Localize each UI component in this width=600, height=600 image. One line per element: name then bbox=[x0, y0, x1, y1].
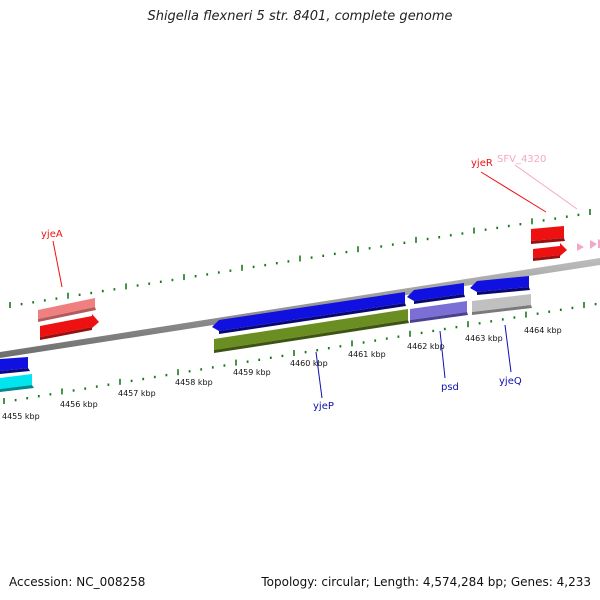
gene-yjeQ-cds[interactable] bbox=[470, 276, 530, 295]
kbp-label: 4463 kbp bbox=[465, 334, 503, 343]
gene-yjeA-label-group[interactable]: yjeA bbox=[41, 229, 63, 288]
gene-yjeQ-label-group[interactable]: yjeQ bbox=[499, 324, 522, 387]
kbp-label: 4458 kbp bbox=[175, 378, 213, 387]
gene-label-SFV_4320[interactable]: SFV_4320 bbox=[497, 154, 546, 165]
gene-label-yjeP[interactable]: yjeP bbox=[313, 401, 334, 412]
kbp-label: 4462 kbp bbox=[407, 342, 445, 351]
psd-leader-line bbox=[439, 330, 446, 379]
gene-yjeQ-feature[interactable] bbox=[472, 294, 532, 315]
kbp-label: 4461 kbp bbox=[348, 350, 386, 359]
kbp-label: 4457 kbp bbox=[118, 389, 156, 398]
gene-label-yjeR[interactable]: yjeR bbox=[471, 158, 493, 169]
kbp-label: 4455 kbp bbox=[2, 412, 40, 421]
upper-strand-ticks bbox=[9, 209, 591, 308]
yjeP-leader-line bbox=[315, 351, 323, 399]
gene-SFV_4320-label-group[interactable]: SFV_4320 bbox=[497, 154, 578, 210]
gene-psd-label-group[interactable]: psd bbox=[439, 330, 459, 393]
gene-yjeR-label-group[interactable]: yjeR bbox=[471, 158, 547, 213]
kbp-scale: 4455 kbp 4456 kbp 4457 kbp 4458 kbp 4459… bbox=[2, 326, 562, 421]
gene-label-psd[interactable]: psd bbox=[441, 382, 459, 393]
yjeR-leader-line bbox=[480, 171, 547, 213]
gene-label-yjeQ[interactable]: yjeQ bbox=[499, 376, 522, 387]
gene-yjeP-feature[interactable] bbox=[214, 309, 409, 353]
kbp-label: 4456 kbp bbox=[60, 400, 98, 409]
gene-left-blue-feature[interactable] bbox=[0, 357, 30, 374]
gene-yjeP-blue-cds[interactable] bbox=[212, 292, 406, 334]
accession-info: Accession: NC_008258 bbox=[9, 575, 146, 589]
gene-yjeA-cds[interactable] bbox=[40, 314, 99, 340]
gene-psd-feature[interactable] bbox=[410, 301, 468, 323]
gene-yjeP-label-group[interactable]: yjeP bbox=[313, 351, 334, 412]
kbp-label: 4459 kbp bbox=[233, 368, 271, 377]
gene-SFV_4320-feature[interactable] bbox=[577, 239, 600, 251]
gene-left-cyan-feature[interactable] bbox=[0, 374, 34, 392]
gene-yjeR-feature[interactable] bbox=[531, 226, 565, 244]
gene-yjeA-feature[interactable] bbox=[38, 298, 96, 322]
map-title: Shigella flexneri 5 str. 8401, complete … bbox=[147, 9, 453, 24]
gene-psd-cds[interactable] bbox=[407, 283, 465, 304]
kbp-label: 4464 kbp bbox=[524, 326, 562, 335]
yjeQ-leader-line bbox=[504, 324, 512, 373]
kbp-label: 4460 kbp bbox=[290, 359, 328, 368]
yjeA-leader-line bbox=[52, 240, 63, 288]
lower-strand-ticks bbox=[3, 302, 597, 404]
genome-summary: Topology: circular; Length: 4,574,284 bp… bbox=[261, 575, 591, 589]
gene-label-yjeA[interactable]: yjeA bbox=[41, 229, 63, 240]
SFV_4320-leader-line bbox=[514, 164, 578, 210]
gene-yjeR-cds[interactable] bbox=[533, 243, 567, 261]
